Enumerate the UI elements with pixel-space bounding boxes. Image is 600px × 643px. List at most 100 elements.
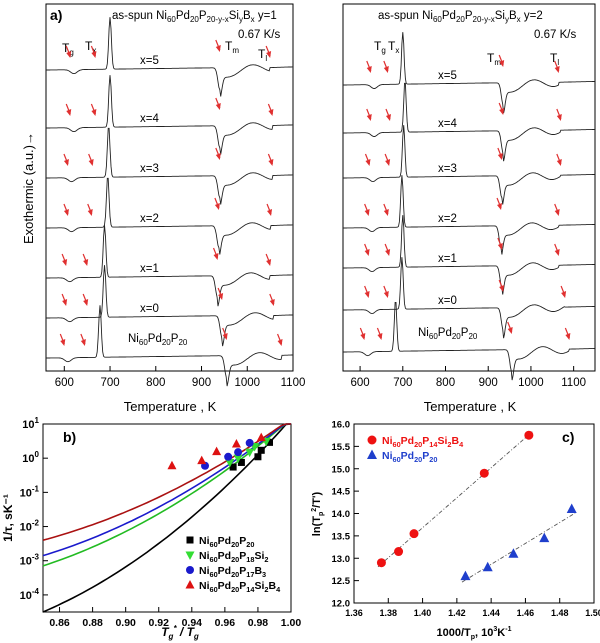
- data-point: [231, 438, 241, 448]
- marker-arrowhead: [214, 203, 220, 210]
- dsc-curve: [343, 82, 595, 162]
- dsc-curve: [343, 175, 595, 255]
- series-label: x=2: [140, 213, 159, 225]
- legend-label: Ni60Pd20P14Si2B4: [199, 580, 281, 594]
- data-point: [224, 452, 233, 461]
- marker-arrowhead: [63, 159, 69, 166]
- marker-arrowhead: [556, 114, 562, 121]
- y-tick-label: 10-1: [20, 484, 40, 499]
- x-tick-label: 900: [479, 377, 498, 389]
- data-point: [212, 446, 222, 456]
- series-label: x=5: [438, 70, 457, 82]
- data-point: [539, 532, 550, 543]
- marker-arrowhead: [91, 51, 97, 58]
- marker-arrowhead: [360, 333, 366, 340]
- marker-arrowhead: [62, 259, 68, 266]
- x-tick-label: 0.98: [248, 617, 269, 629]
- legend-label: Ni60Pd20P17B3: [199, 565, 266, 579]
- fit-line: [377, 431, 533, 568]
- legend-marker: [186, 536, 194, 544]
- marker-arrowhead: [364, 249, 370, 256]
- x-tick-label: 1.00: [281, 617, 302, 629]
- marker-arrowhead: [266, 259, 272, 266]
- x-tick-label: 800: [146, 377, 165, 389]
- marker-arrowhead: [222, 333, 228, 340]
- dsc-curve: [343, 125, 595, 205]
- y-tick-label: 10-4: [20, 587, 40, 602]
- legend-label: Ni60Pd20P18Si2: [199, 550, 268, 564]
- panel-b-ylabel: 1/τ, sK⁻¹: [1, 494, 15, 542]
- marker-arrowhead: [364, 291, 370, 298]
- x-tick-label: 1000: [518, 377, 544, 389]
- fit-curve: [42, 423, 292, 613]
- legend-label: Ni60Pd20P20: [199, 535, 254, 549]
- marker-arrowhead: [383, 291, 389, 298]
- panel-a-left: a) as-spun Ni60Pd20P20-y-xSiyBx y=1 0.67…: [21, 3, 305, 414]
- marker-arrowhead: [218, 293, 224, 300]
- panel-a2-tg-marker: Tg: [374, 39, 386, 55]
- marker-arrowhead: [88, 159, 94, 166]
- x-tick-label: 1.50: [585, 608, 600, 618]
- y-tick-label: 10-3: [20, 553, 40, 568]
- marker-arrowhead: [507, 327, 513, 334]
- data-point: [254, 453, 262, 461]
- x-tick-label: 0.88: [82, 617, 103, 629]
- marker-arrowhead: [383, 209, 389, 216]
- marker-arrowhead: [277, 339, 283, 346]
- panel-a2-xlabel: Temperature , K: [424, 399, 517, 414]
- marker-arrowhead: [66, 51, 72, 58]
- y-tick-label: 13.5: [332, 531, 351, 542]
- marker-arrowhead: [383, 66, 389, 73]
- legend-label: Ni60Pd20P20: [382, 450, 437, 464]
- dsc-curve: [343, 32, 595, 114]
- panel-a-ylabel: Exothermic (a.u.)→: [21, 132, 36, 244]
- x-tick-label: 800: [436, 377, 455, 389]
- panel-a-frame: [45, 3, 294, 372]
- x-tick-label: 900: [192, 377, 211, 389]
- marker-arrowhead: [554, 249, 560, 256]
- panel-b-frame: [42, 423, 292, 613]
- dsc-curve: [46, 225, 293, 307]
- x-tick-label: 600: [350, 377, 369, 389]
- legend-label: Ni60Pd20P14Si2B4: [382, 435, 464, 449]
- series-label: x=2: [438, 213, 457, 225]
- x-tick-label: 1.38: [380, 608, 398, 618]
- marker-arrowhead: [268, 159, 274, 166]
- marker-arrowhead: [63, 209, 69, 216]
- panel-a2-sample-label: Ni60Pd20P20: [418, 327, 478, 341]
- x-tick-label: 0.92: [149, 617, 170, 629]
- y-tick-label: 12.0: [332, 599, 351, 610]
- marker-arrowhead: [556, 159, 562, 166]
- fit-line: [461, 512, 576, 583]
- panel-a-tm-marker: Tm: [225, 39, 239, 55]
- x-tick-label: 0.90: [115, 617, 136, 629]
- legend-marker: [185, 580, 195, 589]
- legend-marker: [186, 566, 194, 574]
- marker-arrowhead: [269, 299, 275, 306]
- x-tick-label: 700: [393, 377, 412, 389]
- legend-marker: [367, 435, 377, 445]
- marker-arrowhead: [366, 114, 372, 121]
- data-point: [508, 548, 519, 558]
- marker-arrowhead: [83, 299, 89, 306]
- marker-arrowhead: [91, 109, 97, 116]
- x-tick-label: 600: [55, 377, 74, 389]
- dsc-curve: [343, 257, 595, 339]
- marker-arrowhead: [554, 66, 560, 73]
- data-point: [460, 570, 471, 581]
- y-tick-label: 16.0: [332, 420, 351, 431]
- panel-a-label: a): [50, 7, 62, 23]
- dsc-curve: [46, 265, 294, 347]
- dsc-curve: [46, 177, 293, 255]
- marker-arrowhead: [499, 60, 505, 67]
- data-point: [167, 460, 177, 470]
- panel-b-xlabel: Tg* / Tg: [161, 624, 199, 641]
- y-tick-label: 12.5: [332, 576, 351, 587]
- x-tick-label: 1000: [234, 377, 260, 389]
- data-point: [256, 432, 266, 442]
- data-point: [394, 547, 404, 557]
- marker-arrowhead: [385, 249, 391, 256]
- data-point: [234, 448, 243, 457]
